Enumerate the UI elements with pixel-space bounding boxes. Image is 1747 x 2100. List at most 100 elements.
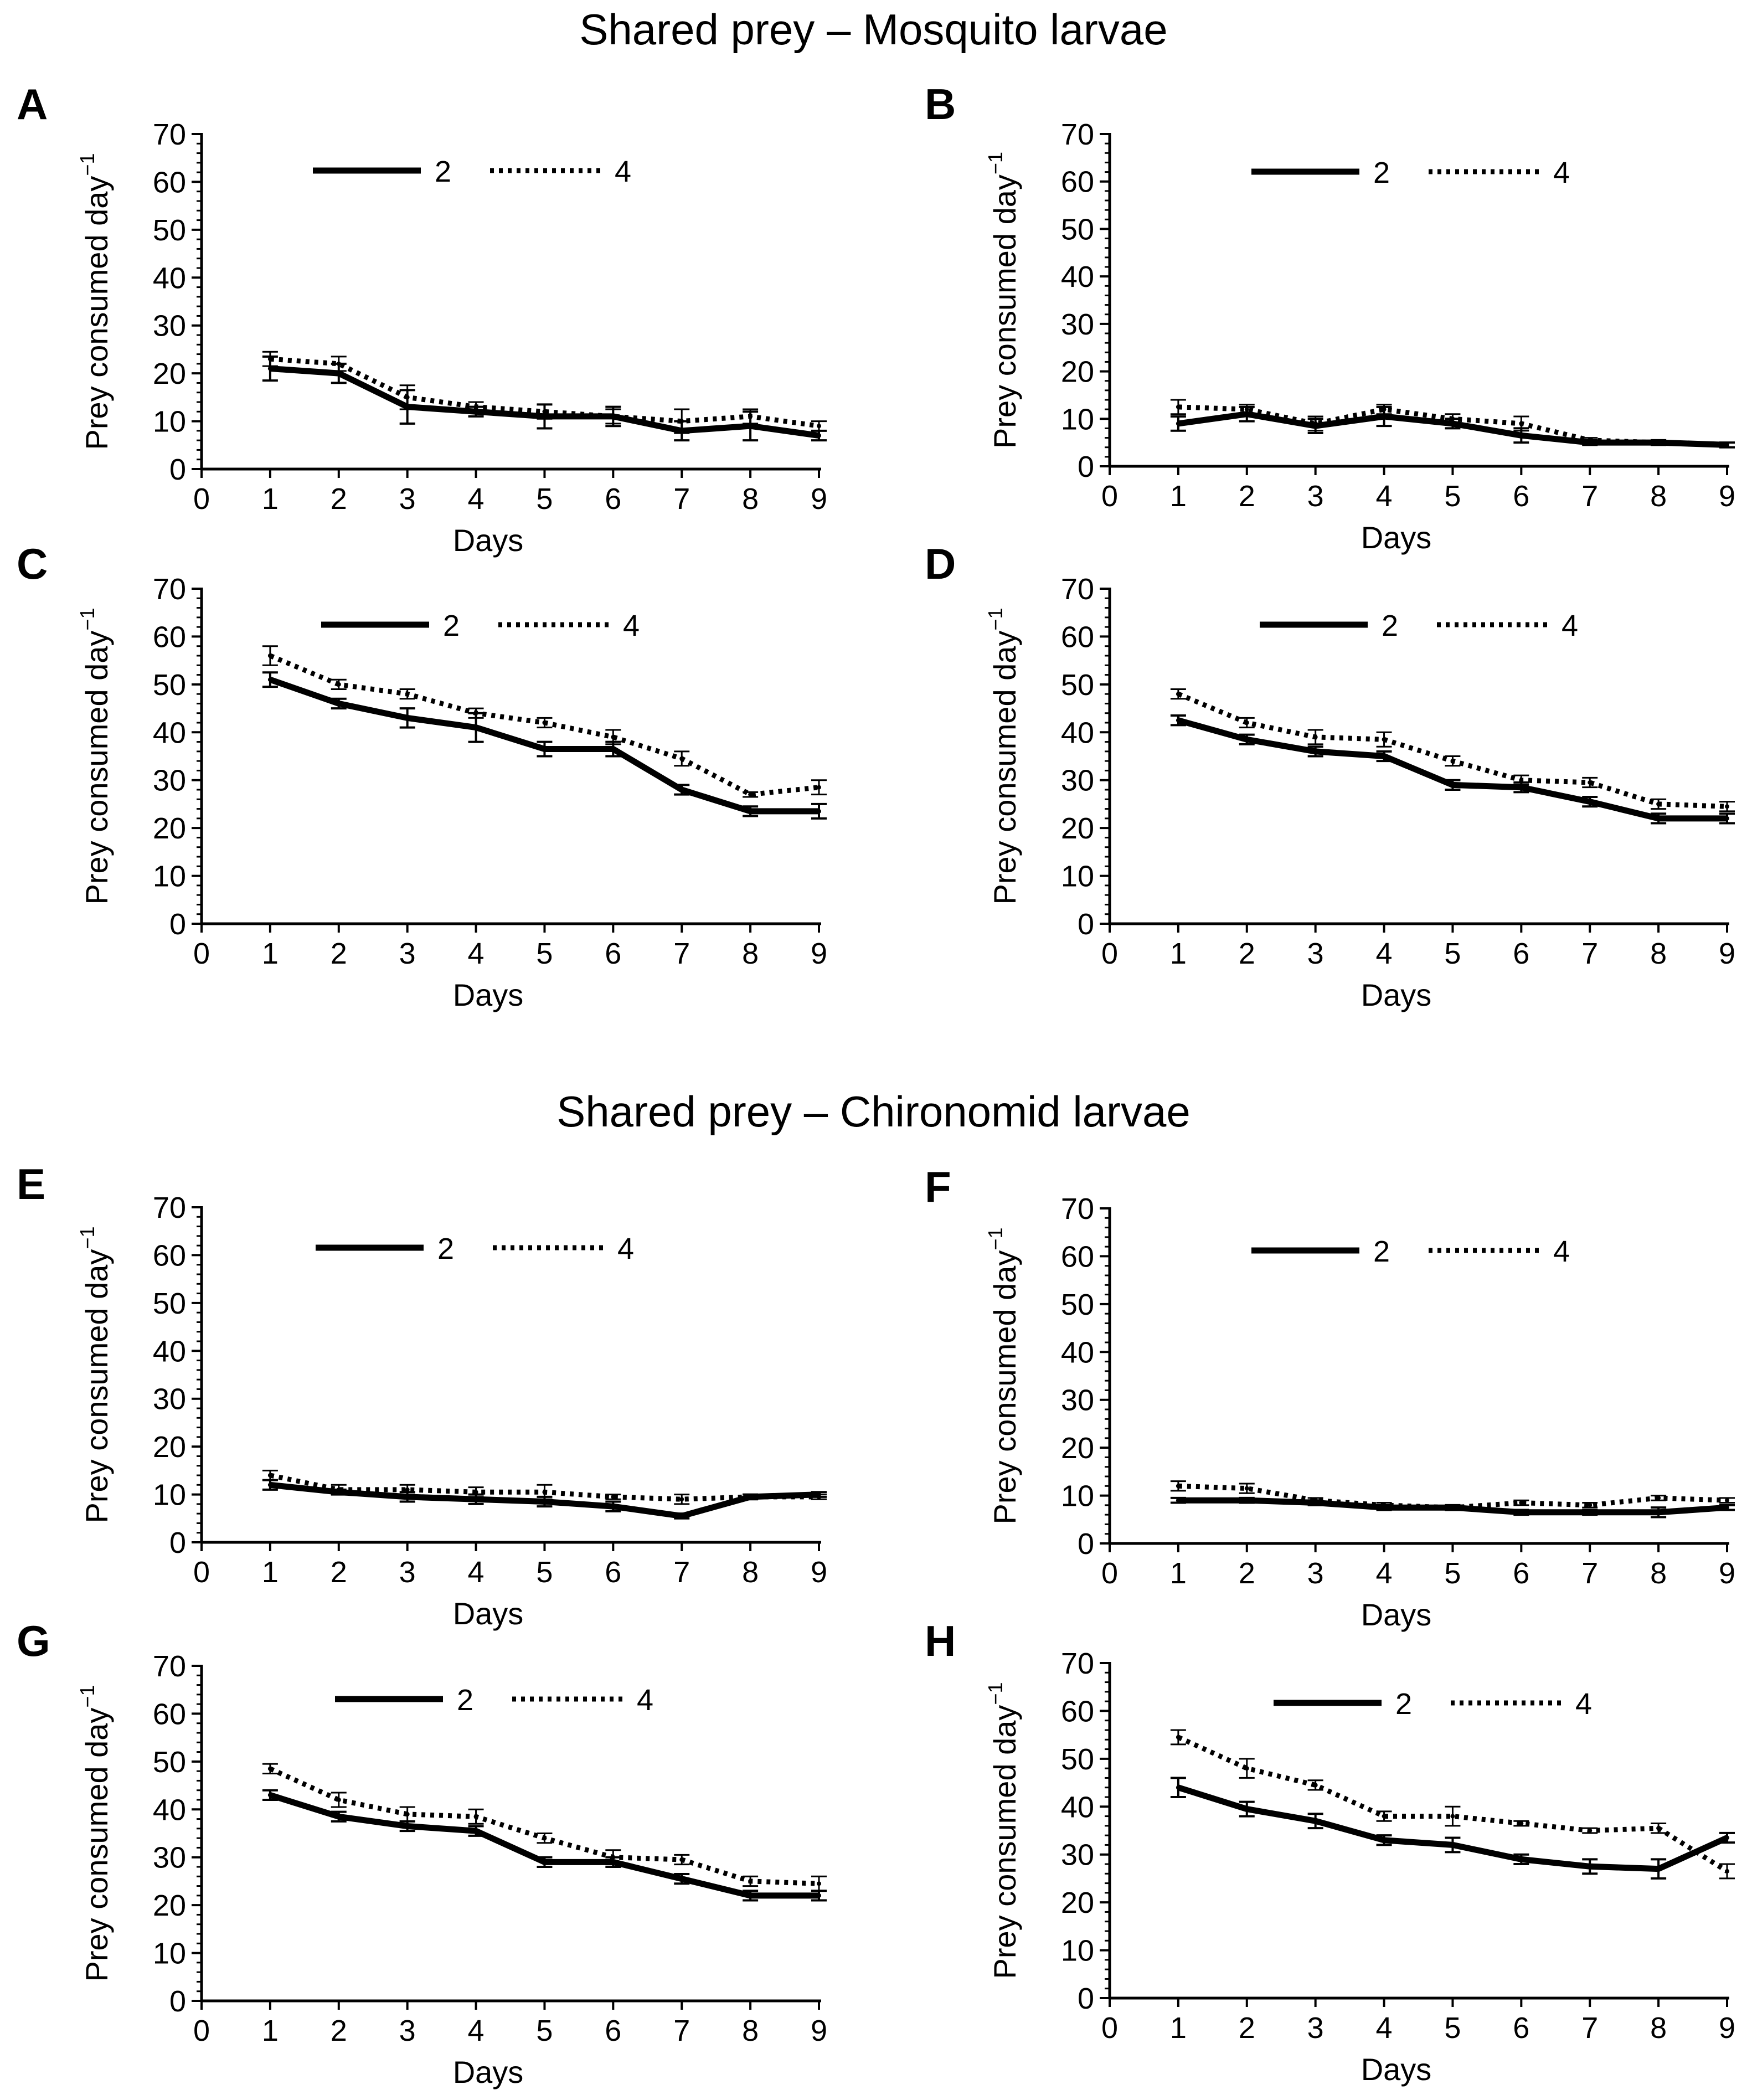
- data-point: [679, 419, 684, 424]
- x-tick-label: 1: [262, 2014, 279, 2047]
- y-tick-label: 60: [1061, 620, 1094, 653]
- data-point: [1382, 1814, 1387, 1819]
- y-axis-label-superscript: −1: [984, 1228, 1007, 1250]
- data-point: [1450, 783, 1455, 787]
- data-point: [611, 1494, 616, 1499]
- y-tick-label: 60: [153, 1239, 186, 1272]
- data-point: [817, 1893, 821, 1898]
- x-tick-label: 5: [536, 1556, 553, 1589]
- y-tick-label: 30: [153, 1383, 186, 1416]
- y-tick-label: 70: [1061, 1192, 1094, 1226]
- y-tick-label: 50: [153, 1746, 186, 1779]
- x-tick-label: 5: [1444, 480, 1461, 513]
- data-point: [267, 1793, 272, 1798]
- data-point: [267, 357, 272, 362]
- y-tick-label: 40: [1061, 260, 1094, 294]
- series-2-solid: [1170, 714, 1735, 825]
- x-tick-label: 7: [1581, 1557, 1598, 1590]
- data-point: [473, 1490, 478, 1495]
- series-line: [269, 653, 820, 797]
- y-tick-label: 20: [153, 357, 186, 390]
- data-point: [473, 1829, 478, 1834]
- data-point: [748, 809, 753, 814]
- data-point: [405, 395, 410, 400]
- x-tick-label: 5: [1444, 1557, 1461, 1590]
- data-point: [267, 677, 272, 682]
- x-tick-label: 3: [1307, 1557, 1324, 1590]
- data-point: [611, 734, 616, 739]
- data-point: [817, 785, 821, 790]
- data-point: [473, 725, 478, 730]
- y-tick-label: 40: [1061, 1336, 1094, 1369]
- data-point: [1725, 804, 1729, 809]
- x-axis-label: Days: [1361, 2052, 1432, 2087]
- data-point: [1313, 1819, 1318, 1824]
- data-point: [1588, 1510, 1593, 1515]
- data-point: [1244, 407, 1249, 412]
- series-line: [1177, 1734, 1729, 1873]
- series-4-dotted: [262, 1469, 827, 1505]
- y-tick-label: 40: [1061, 1790, 1094, 1824]
- y-tick-label: 10: [1061, 860, 1094, 893]
- x-tick-label: 9: [1719, 2011, 1735, 2045]
- data-point: [1176, 1498, 1181, 1503]
- x-tick-label: 0: [193, 482, 210, 516]
- data-point: [1382, 737, 1387, 742]
- data-point: [748, 424, 753, 429]
- panel-label: H: [925, 1617, 956, 1665]
- x-tick-label: 3: [1307, 937, 1324, 970]
- x-tick-label: 6: [1513, 480, 1529, 513]
- data-point: [679, 1514, 684, 1519]
- y-tick-label: 50: [153, 668, 186, 702]
- data-point: [1176, 1785, 1181, 1790]
- data-point: [542, 720, 547, 725]
- data-point: [1244, 1486, 1249, 1491]
- chart-panel-a: A 0 10 20 30 40 50 60 70 0 1 2 3 4 5 6 7 8 9 Days Prey consu…: [17, 80, 827, 558]
- y-axis-label-text: Prey consumed day: [987, 1705, 1022, 1979]
- x-tick-label: 2: [331, 937, 347, 970]
- y-axis-label: Prey consumed day−1: [984, 1228, 1022, 1525]
- y-tick-label: 50: [1061, 668, 1094, 702]
- x-tick-label: 4: [1376, 2011, 1393, 2045]
- series-4-dotted: [262, 645, 827, 798]
- data-point: [611, 1855, 616, 1860]
- data-point: [679, 1857, 684, 1862]
- data-point: [1656, 801, 1661, 806]
- data-point: [1313, 1498, 1318, 1503]
- x-tick-label: 8: [742, 2014, 759, 2047]
- data-point: [267, 653, 272, 658]
- x-tick-label: 4: [468, 1556, 485, 1589]
- data-point: [405, 716, 410, 720]
- x-tick-label: 0: [1101, 937, 1118, 970]
- x-tick-label: 2: [331, 1556, 347, 1589]
- data-point: [336, 701, 341, 706]
- data-point: [1656, 816, 1661, 821]
- y-tick-label: 20: [1061, 1886, 1094, 1919]
- data-point: [473, 1497, 478, 1502]
- series-2-solid: [1170, 1777, 1735, 1880]
- data-point: [748, 414, 753, 419]
- legend-label-4: 4: [1553, 1235, 1570, 1268]
- data-point: [679, 787, 684, 792]
- y-axis-label: Prey consumed day−1: [76, 608, 114, 905]
- data-point: [1519, 433, 1524, 438]
- y-tick-label: 40: [153, 716, 186, 749]
- y-tick-label: 60: [153, 1697, 186, 1731]
- data-point: [1244, 737, 1249, 742]
- y-tick-label: 50: [1061, 213, 1094, 246]
- data-point: [1656, 1826, 1661, 1831]
- x-tick-label: 0: [1101, 1557, 1118, 1590]
- y-tick-label: 10: [153, 1937, 186, 1970]
- data-point: [1519, 421, 1524, 426]
- data-point: [1519, 1500, 1524, 1505]
- x-tick-label: 1: [262, 482, 279, 516]
- data-point: [748, 1893, 753, 1898]
- y-tick-label: 30: [153, 764, 186, 797]
- data-point: [817, 809, 821, 814]
- y-tick-label: 0: [1078, 908, 1094, 941]
- x-tick-label: 9: [1719, 937, 1735, 970]
- x-axis-label: Days: [1361, 520, 1432, 555]
